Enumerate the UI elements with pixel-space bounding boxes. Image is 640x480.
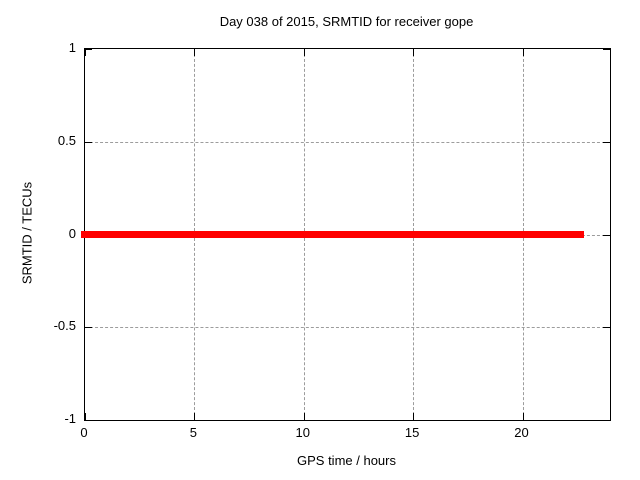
- plot-area: [81, 48, 611, 421]
- x-tick-label: 20: [514, 425, 529, 440]
- x-tick-top: [85, 49, 86, 56]
- x-tick-label: 15: [404, 425, 420, 440]
- x-tick-top: [303, 49, 305, 56]
- x-tick-bottom: [522, 413, 524, 420]
- y-tick-label: 0.5: [57, 132, 76, 148]
- x-tick-bottom: [194, 413, 196, 420]
- x-tick-label: 10: [295, 425, 310, 440]
- y-gridline: [85, 141, 610, 143]
- x-tick-top: [413, 49, 415, 56]
- y-tick-right: [603, 49, 610, 50]
- x-axis-label: GPS time / hours: [297, 453, 396, 468]
- y-tick-left: [85, 420, 92, 421]
- y-tick-left: [85, 141, 92, 143]
- y-tick-right: [603, 234, 610, 236]
- data-series-line: [81, 231, 584, 238]
- y-tick-left: [85, 327, 92, 329]
- y-tick-right: [603, 327, 610, 329]
- x-tick-bottom: [413, 413, 415, 420]
- y-tick-right: [603, 420, 610, 421]
- x-tick-label: 0: [80, 425, 88, 440]
- y-tick-label: 1: [68, 40, 76, 55]
- chart-title: Day 038 of 2015, SRMTID for receiver gop…: [219, 14, 474, 29]
- y-tick-left: [85, 49, 92, 50]
- x-tick-bottom: [85, 413, 86, 420]
- y-tick-label: 0: [68, 225, 76, 241]
- y-tick-label: -1: [64, 411, 76, 426]
- x-tick-label: 5: [189, 425, 197, 440]
- y-tick-right: [603, 141, 610, 143]
- x-tick-top: [522, 49, 524, 56]
- y-gridline: [85, 327, 610, 329]
- x-tick-top: [194, 49, 196, 56]
- y-tick-label: -0.5: [53, 318, 76, 334]
- x-tick-bottom: [303, 413, 305, 420]
